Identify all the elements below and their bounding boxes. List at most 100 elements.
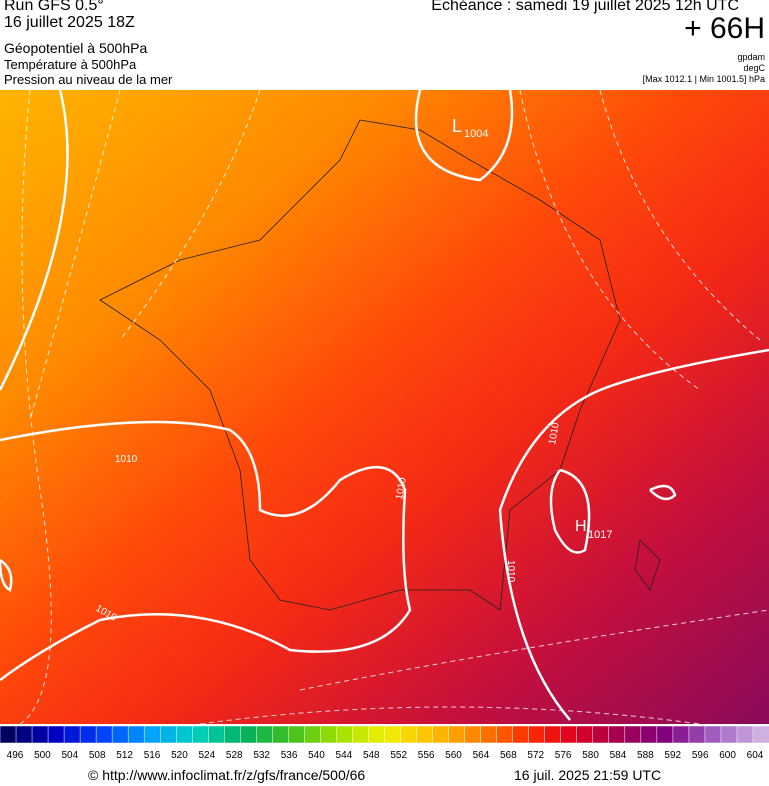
scale-swatch bbox=[224, 725, 242, 744]
scale-swatch bbox=[336, 725, 354, 744]
scale-label: 560 bbox=[445, 750, 462, 761]
scale-label: 516 bbox=[144, 750, 161, 761]
scale-swatch bbox=[208, 725, 226, 744]
scale-label: 504 bbox=[61, 750, 78, 761]
run-date: 16 juillet 2025 18Z bbox=[4, 14, 135, 31]
scale-label: 552 bbox=[390, 750, 407, 761]
scale-label: 536 bbox=[281, 750, 298, 761]
scale-label: 508 bbox=[89, 750, 106, 761]
unit: gpdam bbox=[737, 52, 765, 62]
scale-label: 500 bbox=[34, 750, 51, 761]
scale-swatch bbox=[368, 725, 386, 744]
scale-swatch bbox=[240, 725, 258, 744]
scale-label: 588 bbox=[637, 750, 654, 761]
isobars bbox=[0, 90, 769, 721]
scale-swatch bbox=[656, 725, 674, 744]
scale-swatch bbox=[256, 725, 274, 744]
generated-time: 16 juil. 2025 21:59 UTC bbox=[514, 767, 662, 783]
scale-swatch bbox=[672, 725, 690, 744]
scale-swatch bbox=[15, 725, 33, 744]
scale-swatch bbox=[63, 725, 81, 744]
scale-swatch bbox=[143, 725, 161, 744]
scale-label: 596 bbox=[692, 750, 709, 761]
isotherms bbox=[19, 90, 769, 724]
scale-swatch bbox=[384, 725, 402, 744]
scale-label: 544 bbox=[336, 750, 353, 761]
scale-label: 524 bbox=[199, 750, 216, 761]
subtitle: Pression au niveau de la mer bbox=[4, 72, 173, 87]
scale-swatch bbox=[736, 725, 754, 744]
scale-swatch bbox=[720, 725, 738, 744]
unit: degC bbox=[743, 63, 765, 73]
map: L 1004 H 1017 1010 1010 1010 1010 1010 bbox=[0, 90, 769, 724]
scale-label: 496 bbox=[7, 750, 24, 761]
scale-label: 520 bbox=[171, 750, 188, 761]
scale-swatch bbox=[0, 725, 17, 744]
scale-label: 568 bbox=[500, 750, 517, 761]
scale-swatch bbox=[704, 725, 722, 744]
run: Run GFS 0.5° bbox=[4, 0, 104, 14]
scale-swatch bbox=[464, 725, 482, 744]
scale-swatch bbox=[111, 725, 129, 744]
scale-label: 548 bbox=[363, 750, 380, 761]
scale-label: 540 bbox=[308, 750, 325, 761]
scale-label: 584 bbox=[610, 750, 627, 761]
borders bbox=[99, 119, 661, 611]
low-value: 1004 bbox=[464, 128, 488, 140]
lead-time: + 66H bbox=[684, 12, 765, 45]
temperature-field bbox=[0, 90, 769, 724]
scale-label: 556 bbox=[418, 750, 435, 761]
pressure-range: [Max 1012.1 | Min 1001.5] hPa bbox=[642, 74, 765, 84]
valid-time: Echéance : samedi 19 juillet 2025 12h UT… bbox=[431, 0, 739, 14]
scale-swatch bbox=[608, 725, 626, 744]
isobar-label: 1010 bbox=[547, 421, 562, 445]
scale-swatch bbox=[544, 725, 562, 744]
scale-swatch bbox=[95, 725, 113, 744]
low-symbol: L bbox=[452, 116, 462, 136]
scale-swatch bbox=[175, 725, 194, 744]
high-symbol: H bbox=[575, 518, 587, 535]
scale-label: 572 bbox=[527, 750, 544, 761]
scale-swatch bbox=[624, 725, 642, 744]
scale-swatch bbox=[127, 725, 145, 744]
scale-label: 592 bbox=[664, 750, 681, 761]
scale-swatch bbox=[416, 725, 434, 744]
isobar-label: 1010 bbox=[394, 476, 409, 500]
scale-swatch bbox=[47, 725, 65, 744]
scale-swatch bbox=[192, 725, 210, 744]
scale-label: 576 bbox=[555, 750, 572, 761]
scale-swatch bbox=[352, 725, 370, 744]
scale-swatch bbox=[496, 725, 514, 744]
scale-swatch bbox=[592, 725, 610, 744]
scale-swatch bbox=[79, 725, 97, 744]
scale-swatch bbox=[528, 725, 546, 744]
scale-swatch bbox=[400, 725, 418, 744]
scale-swatch bbox=[31, 725, 49, 744]
scale-swatch bbox=[688, 725, 706, 744]
scale-swatch bbox=[432, 725, 450, 744]
high-value: 1017 bbox=[588, 529, 612, 541]
title: Géopotentiel à 500hPa bbox=[4, 40, 148, 56]
scale-swatch bbox=[272, 725, 290, 744]
scale-label: 600 bbox=[719, 750, 736, 761]
scale-swatch bbox=[304, 725, 322, 744]
scale-label: 532 bbox=[253, 750, 270, 761]
subtitle: Température à 500hPa bbox=[4, 57, 137, 72]
isobar-label: 1010 bbox=[505, 560, 516, 583]
scale-label: 580 bbox=[582, 750, 599, 761]
source-url: © http://www.infoclimat.fr/z/gfs/france/… bbox=[88, 767, 366, 783]
scale-swatch bbox=[480, 725, 498, 744]
scale-label: 564 bbox=[473, 750, 490, 761]
scale-label: 528 bbox=[226, 750, 243, 761]
scale-swatch bbox=[752, 725, 769, 744]
scale-swatch bbox=[560, 725, 578, 744]
scale-swatch bbox=[159, 725, 177, 744]
scale-label: 604 bbox=[747, 750, 764, 761]
scale-swatch bbox=[288, 725, 306, 744]
scale-swatch bbox=[320, 725, 338, 744]
scale-swatch bbox=[576, 725, 594, 744]
scale-swatch bbox=[512, 725, 530, 744]
isobar-label: 1010 bbox=[115, 454, 138, 465]
scale-label: 512 bbox=[116, 750, 133, 761]
